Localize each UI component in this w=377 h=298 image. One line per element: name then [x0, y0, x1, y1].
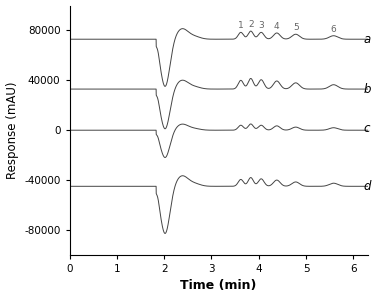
Text: a: a: [364, 33, 371, 46]
Y-axis label: Response (mAU): Response (mAU): [6, 81, 18, 179]
Text: 2: 2: [248, 20, 254, 29]
Text: 4: 4: [274, 22, 280, 31]
Text: d: d: [364, 180, 371, 193]
Text: 5: 5: [293, 23, 299, 32]
Text: b: b: [364, 83, 371, 96]
Text: 1: 1: [238, 21, 244, 30]
Text: 3: 3: [258, 21, 264, 30]
X-axis label: Time (min): Time (min): [181, 280, 257, 292]
Text: 6: 6: [331, 25, 336, 34]
Text: c: c: [364, 122, 370, 136]
